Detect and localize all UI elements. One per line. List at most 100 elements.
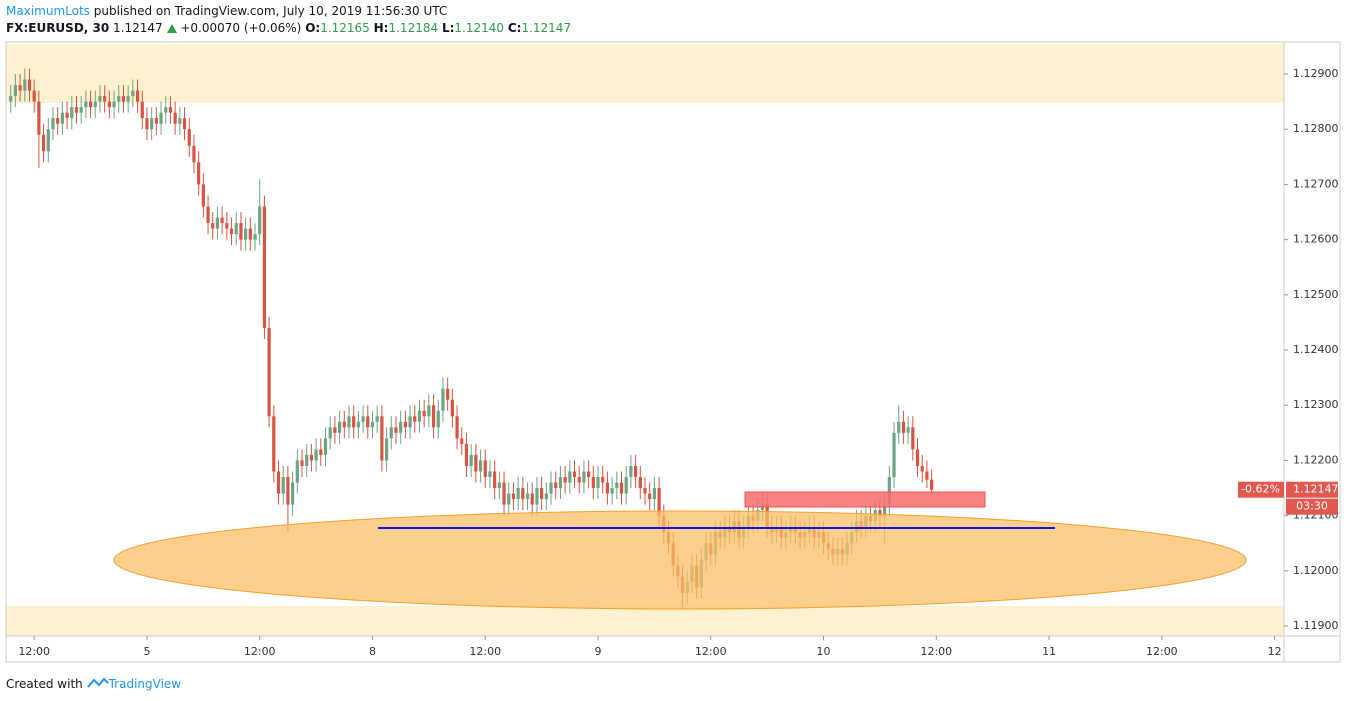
candle-body xyxy=(27,79,32,91)
x-tick-label: 11 xyxy=(1042,645,1056,658)
candle-body xyxy=(605,482,610,494)
candle-body xyxy=(474,454,478,472)
y-tick-label: 1.12200 xyxy=(1293,453,1339,466)
candle-body xyxy=(267,327,271,417)
candle-body xyxy=(568,471,572,483)
candle-body xyxy=(286,477,290,505)
candle-body xyxy=(403,421,407,428)
candle-body xyxy=(540,488,544,500)
candle-body xyxy=(314,449,318,461)
candle-body xyxy=(337,421,342,433)
x-tick-label: 9 xyxy=(595,645,602,658)
candle-body xyxy=(112,101,116,108)
highlight-ellipse xyxy=(113,510,1247,610)
countdown-box xyxy=(1286,498,1338,515)
symbol-line: FX:EURUSD, 30 1.12147 +0.00070 (+0.06%) … xyxy=(6,21,571,35)
candle-body xyxy=(624,477,628,494)
footer-brand[interactable]: TradingView xyxy=(108,677,182,691)
publish-line: MaximumLots published on TradingView.com… xyxy=(6,4,447,18)
open-label: O: xyxy=(305,21,321,35)
candle-body xyxy=(244,228,248,240)
candle-body xyxy=(234,223,238,235)
candle-body xyxy=(361,416,365,422)
candle-body xyxy=(427,405,431,417)
candle-body xyxy=(521,488,525,500)
resistance-zone xyxy=(6,44,1284,103)
candle-body xyxy=(901,421,906,433)
y-tick-label: 1.12900 xyxy=(1293,67,1339,80)
candle-body xyxy=(657,488,661,516)
close: 1.12147 xyxy=(521,21,572,35)
candle-body xyxy=(60,112,64,124)
candle-body xyxy=(70,107,74,119)
candle-body xyxy=(629,465,633,478)
candle-body xyxy=(464,443,469,466)
candle-body xyxy=(356,421,360,428)
candle-body xyxy=(262,206,267,328)
footer: Created with TradingView xyxy=(6,677,181,691)
low-label: L: xyxy=(441,21,455,35)
candle-body xyxy=(497,482,501,489)
candle-body xyxy=(300,460,304,466)
y-tick-label: 1.12800 xyxy=(1293,122,1339,135)
candle-body xyxy=(197,162,201,185)
candle-body xyxy=(23,79,27,91)
candle-body xyxy=(121,96,126,102)
candle-body xyxy=(558,477,563,489)
change-box xyxy=(1238,481,1284,498)
candle-body xyxy=(563,477,567,483)
candle-body xyxy=(582,471,586,483)
candle-body xyxy=(450,399,454,417)
candle-body xyxy=(478,460,483,472)
candle-body xyxy=(32,90,36,102)
footer-text: Created with xyxy=(6,677,83,691)
y-tick-label: 1.12600 xyxy=(1293,233,1339,246)
frame xyxy=(5,41,1341,663)
candle-body xyxy=(431,405,436,428)
candle-body xyxy=(201,184,205,207)
close-label: C: xyxy=(507,21,522,35)
price: 1.12147 xyxy=(113,21,163,35)
up-arrow xyxy=(166,24,177,33)
candle-body xyxy=(173,112,177,124)
candle-body xyxy=(18,85,22,91)
publisher[interactable]: MaximumLots xyxy=(6,4,90,18)
candle-body xyxy=(549,482,553,494)
candle-body xyxy=(291,482,295,505)
logo xyxy=(86,677,109,688)
candle-body xyxy=(460,438,464,444)
candle-body xyxy=(229,228,234,235)
open: 1.12165 xyxy=(320,21,370,35)
candle-body xyxy=(516,488,520,500)
candle-body xyxy=(455,416,459,439)
candle-body xyxy=(906,427,910,433)
last-price-box xyxy=(1286,481,1338,498)
x-tick-label: 8 xyxy=(369,645,376,658)
candle-body xyxy=(925,471,929,480)
candle-body xyxy=(309,454,314,461)
y-tick-label: 1.12000 xyxy=(1293,564,1339,577)
candle-body xyxy=(384,438,389,461)
candle-body xyxy=(192,145,196,163)
candle-body xyxy=(554,482,558,489)
candle-body xyxy=(46,129,50,152)
candle-body xyxy=(366,416,370,428)
candle-body xyxy=(587,471,591,478)
candle-body xyxy=(328,427,332,439)
candle-body xyxy=(483,460,487,478)
candle-body xyxy=(417,410,422,422)
candle-body xyxy=(93,101,97,108)
candle-body xyxy=(394,427,398,433)
candle-body xyxy=(488,471,492,478)
candle-body xyxy=(511,493,516,500)
candle-body xyxy=(131,90,135,97)
candle-body xyxy=(652,488,656,500)
candle-body xyxy=(591,477,595,489)
candle-body xyxy=(281,477,285,494)
candle-body xyxy=(544,493,548,500)
candle-body xyxy=(352,416,356,428)
candle-body xyxy=(493,471,497,489)
candle-body xyxy=(507,493,511,505)
candle-body xyxy=(530,493,534,505)
